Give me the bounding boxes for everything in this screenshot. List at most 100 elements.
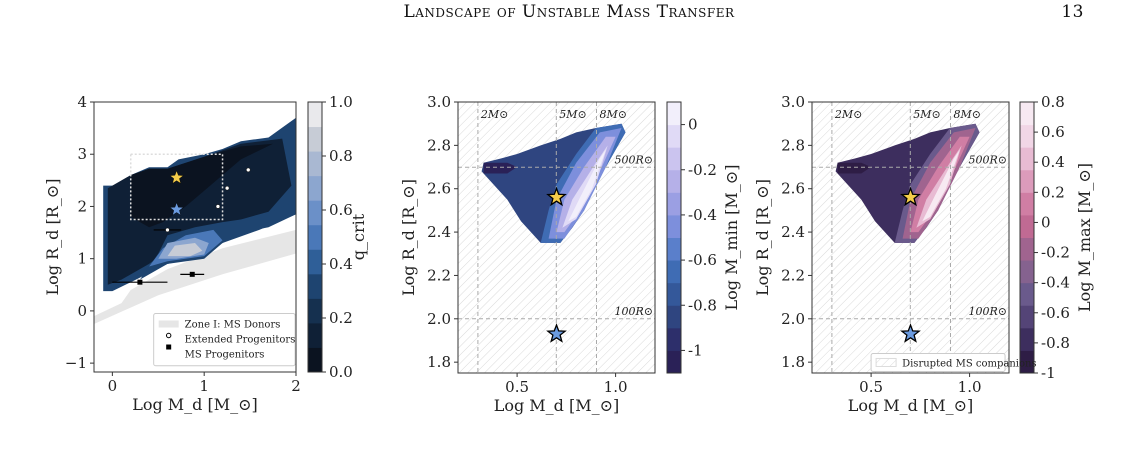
y-tick-label: −1 <box>65 354 87 372</box>
extended-progenitor-marker <box>224 185 230 191</box>
colorbar-tick-label: -1 <box>1041 364 1056 382</box>
axes-frame <box>811 101 1010 374</box>
blue-star-icon <box>169 202 184 216</box>
colorbar-tick-label: 1.0 <box>329 93 353 111</box>
yellow-star-icon <box>169 170 184 184</box>
reference-label: 500R⊙ <box>969 153 1008 166</box>
colorbar-segment <box>308 126 322 152</box>
colorbar-segment <box>667 350 681 374</box>
y-tick-label: 0 <box>77 302 87 320</box>
colorbar-tick-label: -1 <box>688 341 703 359</box>
colorbar-tick-label: -0.6 <box>1041 304 1070 322</box>
colorbar-tick-label: 0.8 <box>329 147 353 165</box>
y-tick-label: 1 <box>77 250 87 268</box>
ms-progenitor-marker <box>189 271 195 277</box>
x-tick-label: 1.0 <box>604 378 628 396</box>
y-tick-label: 1.8 <box>427 353 451 371</box>
legend-item-label: MS Progenitors <box>185 350 265 361</box>
colorbar-segment <box>667 192 681 216</box>
y-tick-label: 2.6 <box>781 180 805 198</box>
reference-label: 100R⊙ <box>969 305 1008 318</box>
colorbar-segment <box>1020 169 1034 193</box>
x-tick-label: 2 <box>291 377 301 395</box>
legend-item-label: Disrupted MS companions <box>902 358 1036 369</box>
legend-box <box>153 313 296 367</box>
extended-progenitor-marker <box>246 167 251 173</box>
colorbar-segment <box>308 224 322 250</box>
reference-label: 5M⊙ <box>913 108 940 121</box>
y-tick-label: 2.8 <box>427 136 451 154</box>
y-tick-label: 2.6 <box>427 180 451 198</box>
colorbar-tick-label: -0.4 <box>1041 274 1070 292</box>
colorbar-segment <box>308 249 322 275</box>
legend-item-label: Zone I: MS Donors <box>185 320 281 331</box>
y-tick-label: 3.0 <box>427 93 451 111</box>
axes-frame <box>93 101 297 373</box>
colorbar-segment <box>308 322 322 348</box>
plot-area <box>94 117 296 324</box>
colorbar-tick-label: 0 <box>688 116 698 134</box>
colorbar-tick-label: 0.2 <box>329 309 353 327</box>
panel-1 <box>90 101 326 376</box>
yellow-star-icon <box>546 186 567 207</box>
x-tick-label: 0 <box>108 377 118 395</box>
y-tick-label: 2.4 <box>781 223 805 241</box>
y-tick-label: 3.0 <box>781 93 805 111</box>
colorbar-segment <box>667 305 681 329</box>
running-title: Landscape of Unstable Mass Transfer <box>403 2 735 22</box>
colorbar-segment <box>667 237 681 261</box>
colorbar-segment <box>667 260 681 284</box>
legend-swatch-hatch <box>875 357 897 367</box>
colorbar-segment <box>308 273 322 299</box>
colorbar-frame <box>307 101 323 373</box>
colorbar-segment <box>1020 237 1034 261</box>
colorbar-segment <box>667 169 681 193</box>
y-tick-label: 2.0 <box>781 310 805 328</box>
contour-layer <box>483 162 518 174</box>
y-axis-label: Log R_d [R_⊙] <box>399 179 418 296</box>
y-tick-label: 2.2 <box>427 266 451 284</box>
contour-layer <box>130 143 273 228</box>
yellow-star-icon <box>900 186 921 207</box>
blue-star-icon <box>900 323 921 343</box>
colorbar-segment <box>1020 282 1034 306</box>
extended-progenitor-marker <box>215 204 221 209</box>
x-tick-label: 1 <box>199 377 209 395</box>
legend-swatch-zone-i <box>158 320 179 328</box>
ms-progenitor-marker <box>137 279 143 285</box>
x-axis-label: Log M_d [M_⊙] <box>132 395 258 414</box>
colorbar-segment <box>667 327 681 351</box>
x-tick-label: 1.0 <box>958 378 982 396</box>
colorbar-tick-label: 0.8 <box>1041 93 1065 111</box>
colorbar-segment <box>667 214 681 238</box>
colorbar-tick-label: -0.8 <box>1041 334 1070 352</box>
plot-area <box>458 102 655 373</box>
colorbar-tick-label: 0.2 <box>1041 183 1065 201</box>
y-tick-label: 2.8 <box>781 136 805 154</box>
colorbar-segment <box>1020 350 1034 374</box>
colorbar-tick-label: -0.8 <box>688 296 717 314</box>
plot-area <box>812 102 1009 373</box>
colorbar-tick-label: -0.2 <box>1041 244 1070 262</box>
legend-marker-extended <box>165 332 172 339</box>
colorbar-segment <box>1020 102 1034 126</box>
colorbar-tick-label: 0.6 <box>1041 123 1065 141</box>
y-tick-label: 1.8 <box>781 353 805 371</box>
y-tick-label: 4 <box>77 93 87 111</box>
y-tick-label: 2.2 <box>781 266 805 284</box>
colorbar-tick-label: -0.2 <box>688 161 717 179</box>
colorbar-segment <box>667 282 681 306</box>
colorbar-segment <box>308 102 322 128</box>
legend-item-label: Extended Progenitors <box>185 335 296 346</box>
colorbar-segment <box>1020 214 1034 238</box>
colorbar-label: q_crit <box>349 213 368 260</box>
colorbar-segment <box>1020 305 1034 329</box>
legend-box <box>870 352 1006 372</box>
colorbar-segment <box>308 151 322 177</box>
colorbar-segment <box>1020 327 1034 351</box>
colorbar-segment <box>308 347 322 373</box>
colorbar-segment <box>308 200 322 226</box>
y-axis-label: Log R_d [R_⊙] <box>753 179 772 296</box>
contour-layer <box>167 243 203 257</box>
panel-3 <box>808 101 1038 377</box>
